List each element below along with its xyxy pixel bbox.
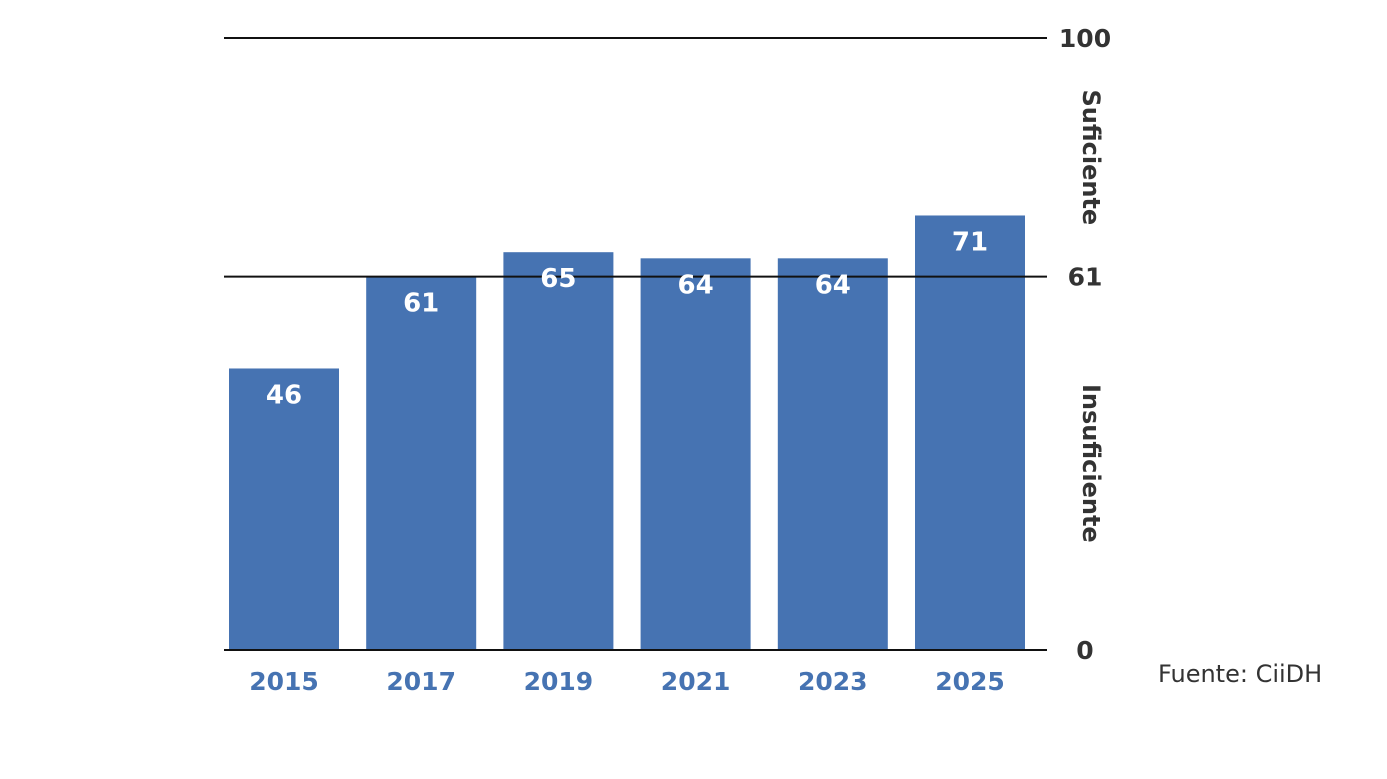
- bar-value-label-2017: 61: [403, 289, 439, 319]
- bar-value-label-2021: 64: [678, 270, 714, 300]
- x-tick-label-2019: 2019: [524, 667, 594, 696]
- bars-layer: [229, 215, 1025, 651]
- source-note: Fuente: CiiDH: [1158, 660, 1322, 688]
- reference-value-label-61: 61: [1068, 263, 1103, 292]
- x-tick-label-2015: 2015: [249, 667, 319, 696]
- bar-2015: [229, 368, 339, 650]
- reference-lines-layer: [224, 37, 1047, 651]
- bar-2021: [640, 258, 751, 650]
- x-tick-label-2025: 2025: [935, 667, 1005, 696]
- reference-value-label-0: 0: [1076, 636, 1093, 665]
- zone-label-insuficiente: Insuficiente: [1077, 384, 1105, 543]
- bar-2023: [777, 258, 888, 650]
- zone-label-suficiente: Suficiente: [1077, 89, 1105, 225]
- bar-value-label-2023: 64: [815, 270, 851, 300]
- bar-2025: [915, 215, 1025, 651]
- bar-value-label-2019: 65: [540, 264, 576, 294]
- bar-2019: [503, 252, 614, 650]
- bar-value-label-2015: 46: [266, 380, 302, 410]
- bar-value-label-2025: 71: [952, 227, 988, 257]
- x-tick-label-2023: 2023: [798, 667, 868, 696]
- x-tick-label-2017: 2017: [386, 667, 456, 696]
- labels-layer: 46 2015 61 2017 65 2019 64 2021 64 2023 71 2025 100 6…: [249, 24, 1111, 696]
- x-tick-label-2021: 2021: [661, 667, 731, 696]
- bar-2017: [366, 276, 477, 650]
- reference-value-label-100: 100: [1059, 24, 1111, 53]
